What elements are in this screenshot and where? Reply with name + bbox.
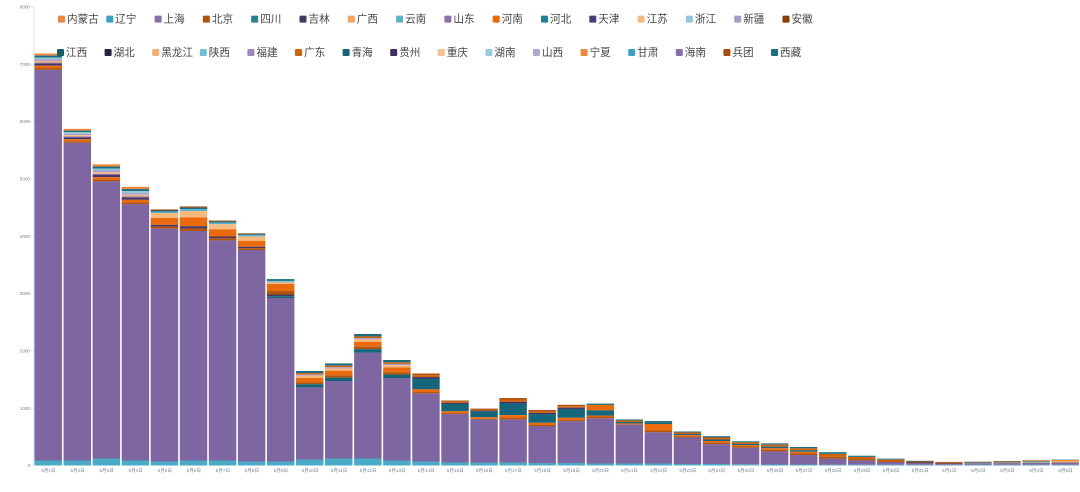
svg-text:3000: 3000 — [20, 291, 31, 296]
svg-text:安徽: 安徽 — [792, 12, 814, 25]
svg-text:浙江: 浙江 — [695, 13, 717, 25]
svg-text:内蒙古: 内蒙古 — [67, 12, 99, 25]
svg-text:广西: 广西 — [357, 13, 378, 25]
svg-text:5000: 5000 — [20, 177, 31, 182]
svg-text:陕西: 陕西 — [209, 46, 230, 59]
svg-text:海南: 海南 — [685, 46, 706, 59]
svg-text:7000: 7000 — [20, 62, 31, 67]
svg-text:河南: 河南 — [502, 12, 523, 25]
svg-text:贵州: 贵州 — [399, 46, 420, 59]
svg-text:8000: 8000 — [20, 5, 31, 10]
svg-text:6000: 6000 — [20, 119, 31, 124]
svg-text:湖南: 湖南 — [494, 46, 515, 59]
svg-text:上海: 上海 — [164, 12, 186, 25]
svg-text:天津: 天津 — [598, 13, 620, 25]
svg-text:辽宁: 辽宁 — [115, 12, 136, 25]
svg-text:西藏: 西藏 — [780, 47, 802, 59]
svg-text:河北: 河北 — [550, 13, 572, 25]
svg-text:甘肃: 甘肃 — [637, 46, 659, 59]
svg-text:江西: 江西 — [66, 47, 87, 59]
svg-text:新疆: 新疆 — [743, 12, 765, 25]
svg-text:吉林: 吉林 — [309, 12, 331, 25]
svg-text:宁夏: 宁夏 — [590, 46, 612, 59]
svg-text:0: 0 — [27, 463, 30, 468]
svg-text:山东: 山东 — [453, 12, 474, 25]
svg-text:2000: 2000 — [20, 349, 31, 354]
svg-text:重庆: 重庆 — [447, 46, 469, 59]
svg-text:四川: 四川 — [260, 13, 281, 25]
svg-text:青海: 青海 — [352, 46, 374, 59]
svg-text:江苏: 江苏 — [647, 12, 669, 25]
svg-text:广东: 广东 — [304, 46, 325, 59]
svg-text:1000: 1000 — [20, 406, 31, 411]
svg-text:福建: 福建 — [256, 46, 278, 59]
svg-text:山西: 山西 — [542, 47, 563, 59]
svg-text:云南: 云南 — [405, 12, 426, 25]
svg-text:4000: 4000 — [20, 234, 31, 239]
svg-text:湖北: 湖北 — [114, 47, 136, 59]
svg-text:黑龙江: 黑龙江 — [161, 46, 193, 59]
svg-text:北京: 北京 — [212, 12, 233, 25]
svg-text:兵团: 兵团 — [732, 46, 753, 59]
